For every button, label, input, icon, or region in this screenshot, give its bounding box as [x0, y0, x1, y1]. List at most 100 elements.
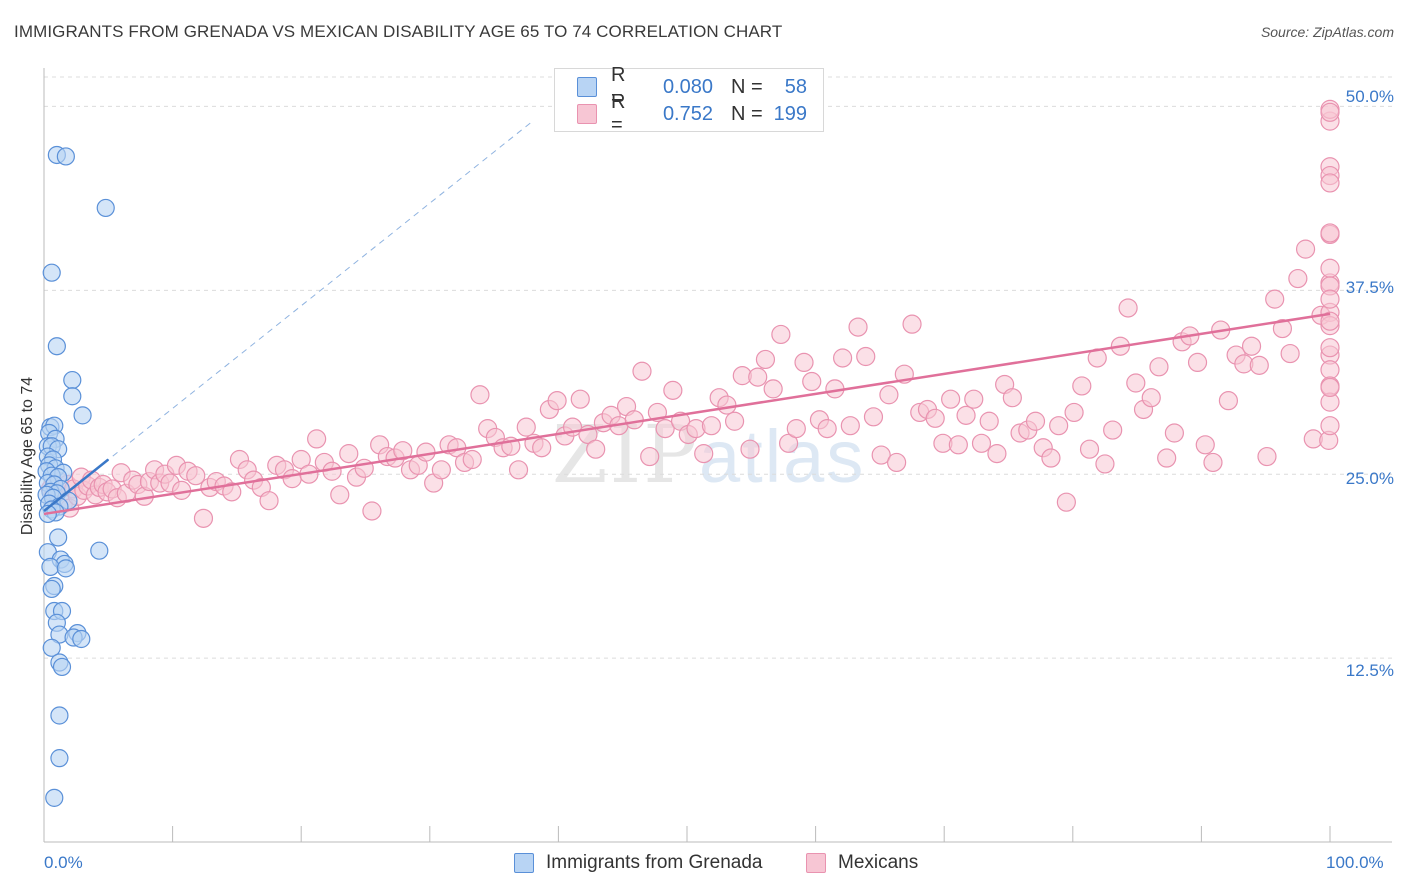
series-name-mexicans: Mexicans: [838, 852, 919, 873]
data-point-mexicans: [1079, 439, 1100, 459]
data-point-grenada: [56, 559, 75, 578]
data-point-mexicans: [1320, 416, 1340, 436]
data-point-mexicans: [307, 429, 327, 449]
data-point-mexicans: [794, 352, 814, 373]
data-point-mexicans: [956, 405, 976, 425]
data-point-mexicans: [431, 460, 451, 480]
data-point-mexicans: [1049, 416, 1069, 436]
legend-row-mexicans: R = 0.752 N = 199: [577, 91, 807, 136]
data-point-mexicans: [1320, 173, 1340, 193]
trend-line-grenada-extended: [43, 120, 533, 512]
data-point-mexicans: [193, 508, 214, 528]
data-point-mexicans: [259, 491, 279, 511]
legend-r-value: 0.752: [662, 102, 713, 125]
y-tick-label: 50.0%: [1345, 87, 1394, 106]
data-point-grenada: [96, 198, 115, 218]
data-point-mexicans: [987, 444, 1007, 464]
data-point-mexicans: [941, 389, 961, 409]
data-point-mexicans: [655, 419, 675, 439]
data-point-mexicans: [1320, 258, 1340, 278]
data-point-mexicans: [1103, 420, 1123, 440]
correlation-legend: R = 0.080 N = 58 R = 0.752 N = 199: [554, 64, 824, 136]
data-point-mexicans: [1320, 223, 1340, 243]
source-label: Source: ZipAtlas.com: [1260, 24, 1394, 40]
data-point-mexicans: [817, 419, 837, 439]
data-point-mexicans: [640, 446, 660, 467]
data-point-mexicans: [186, 466, 206, 486]
data-point-mexicans: [724, 411, 745, 431]
data-point-mexicans: [222, 482, 242, 502]
data-point-mexicans: [570, 389, 590, 409]
data-point-mexicans: [786, 419, 806, 439]
data-point-mexicans: [748, 367, 768, 387]
data-point-mexicans: [1257, 446, 1277, 467]
data-point-mexicans: [1203, 452, 1223, 473]
data-point-mexicans: [925, 408, 945, 428]
data-point-grenada: [45, 788, 64, 807]
data-point-mexicans: [1280, 343, 1300, 364]
legend-n-label: N =: [731, 75, 763, 98]
data-point-grenada: [90, 541, 109, 560]
trend-line-mexicans: [43, 312, 1331, 516]
data-point-grenada: [41, 557, 60, 576]
data-point-mexicans: [902, 314, 922, 334]
y-tick-label: 25.0%: [1345, 469, 1394, 488]
data-point-mexicans: [516, 417, 536, 437]
data-point-grenada: [42, 579, 61, 599]
y-axis-label: Disability Age 65 to 74: [19, 376, 36, 536]
data-point-mexicans: [1265, 289, 1285, 309]
data-point-grenada: [47, 337, 66, 356]
series-legend-item-grenada[interactable]: Immigrants from Grenada: [514, 852, 762, 874]
data-point-mexicans: [282, 469, 302, 489]
legend-r-label: R =: [611, 91, 626, 136]
data-point-mexicans: [763, 379, 783, 399]
data-point-mexicans: [771, 324, 791, 345]
data-point-mexicans: [393, 441, 413, 461]
data-point-grenada: [52, 657, 72, 677]
data-point-grenada: [50, 749, 69, 768]
data-point-mexicans: [833, 348, 853, 368]
data-point-mexicans: [1187, 352, 1208, 373]
data-point-mexicans: [1064, 402, 1084, 423]
data-point-mexicans: [1241, 336, 1262, 356]
series-legend-item-mexicans[interactable]: Mexicans: [806, 852, 918, 874]
data-point-mexicans: [547, 391, 567, 411]
data-point-mexicans: [470, 385, 490, 405]
series-swatch-blue: [514, 853, 534, 873]
data-point-grenada: [42, 638, 61, 657]
legend-r-value: 0.080: [662, 75, 713, 98]
series-name-grenada: Immigrants from Grenada: [546, 852, 763, 873]
data-point-mexicans: [1320, 338, 1340, 358]
data-point-mexicans: [848, 317, 868, 337]
data-point-grenada: [72, 629, 91, 649]
x-tick-label-min: 0.0%: [44, 853, 83, 872]
trend-line-grenada: [43, 458, 110, 512]
data-point-mexicans: [1195, 435, 1215, 455]
legend-n-value: 199: [773, 102, 807, 125]
legend-swatch-blue: [577, 77, 597, 97]
series-legend: Immigrants from Grenada Mexicans: [0, 852, 1406, 876]
data-point-mexicans: [717, 395, 737, 415]
legend-r-label: R =: [611, 64, 626, 109]
x-tick-label-max: 100.0%: [1326, 853, 1384, 872]
data-point-mexicans: [532, 438, 552, 458]
data-point-mexicans: [1272, 318, 1293, 339]
data-point-mexicans: [416, 442, 436, 462]
data-point-mexicans: [971, 433, 992, 453]
data-point-mexicans: [1025, 411, 1046, 431]
data-point-mexicans: [755, 349, 776, 370]
data-point-mexicans: [1164, 423, 1184, 443]
data-point-mexicans: [330, 485, 350, 505]
data-point-mexicans: [663, 380, 683, 400]
data-point-mexicans: [586, 439, 606, 459]
data-point-mexicans: [1126, 373, 1146, 393]
data-point-mexicans: [1218, 391, 1239, 411]
data-point-mexicans: [1157, 448, 1177, 468]
data-point-mexicans: [694, 444, 714, 464]
data-point-mexicans: [948, 435, 968, 455]
data-point-mexicans: [1249, 355, 1269, 375]
data-point-mexicans: [1288, 268, 1308, 289]
data-point-mexicans: [1056, 492, 1076, 512]
data-point-mexicans: [701, 416, 722, 436]
legend-n-value: 58: [784, 75, 807, 98]
